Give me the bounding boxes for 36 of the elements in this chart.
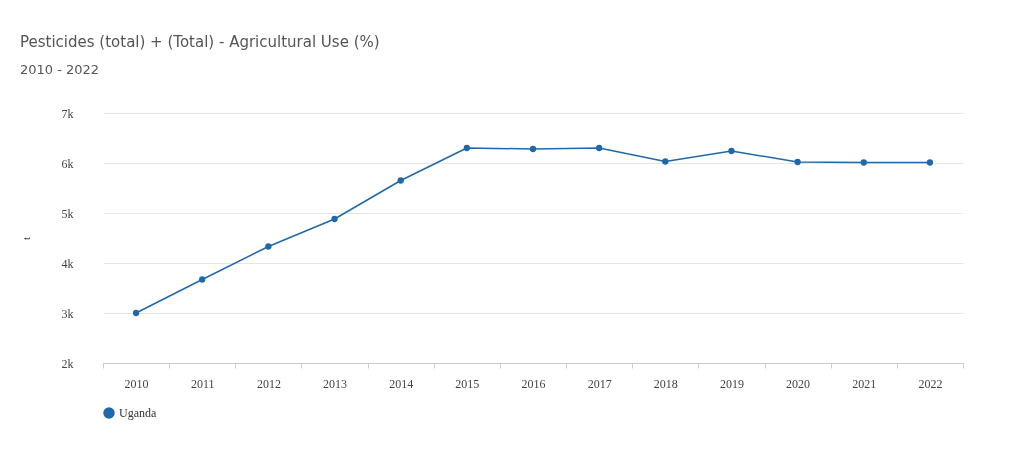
- x-tick-label: 2015: [455, 376, 480, 391]
- chart-subtitle: 2010 - 2022: [20, 62, 100, 77]
- y-axis-title: t: [19, 236, 32, 241]
- x-tick-label: 2011: [190, 376, 215, 391]
- point: [397, 177, 404, 184]
- x-tick-label: 2016: [521, 376, 546, 391]
- x-tick-label: 2022: [918, 376, 943, 391]
- point: [595, 144, 603, 152]
- point: [662, 158, 669, 165]
- x-tick-label: 2014: [389, 376, 414, 391]
- x-tick-label: 2018: [653, 376, 678, 391]
- legend-label: Uganda: [119, 406, 157, 420]
- x-tick-label: 2019: [719, 376, 744, 391]
- x-tick-label: 2020: [786, 376, 811, 391]
- point: [132, 309, 140, 317]
- y-tick-label: 5k: [61, 206, 74, 221]
- point: [463, 144, 471, 152]
- point: [860, 159, 867, 166]
- point: [728, 147, 735, 155]
- point: [331, 215, 338, 223]
- y-tick-label: 3k: [61, 306, 74, 321]
- x-tick-label: 2017: [587, 376, 612, 391]
- y-tick-label: 2k: [61, 356, 74, 371]
- point: [794, 158, 801, 166]
- x-tick-label: 2012: [256, 376, 281, 391]
- point: [265, 243, 272, 250]
- x-tick-label: 2010: [124, 376, 149, 391]
- x-tick-label: 2013: [323, 376, 348, 391]
- point: [529, 145, 537, 153]
- y-tick-label: 7k: [61, 106, 74, 121]
- x-tick-label: 2021: [852, 376, 877, 391]
- chart-title: Pesticides (total) + (Total) - Agricultural Use (%): [20, 33, 380, 51]
- point: [926, 159, 934, 166]
- y-tick-label: 6k: [61, 156, 74, 171]
- y-tick-label: 4k: [61, 256, 74, 271]
- point: [199, 276, 206, 283]
